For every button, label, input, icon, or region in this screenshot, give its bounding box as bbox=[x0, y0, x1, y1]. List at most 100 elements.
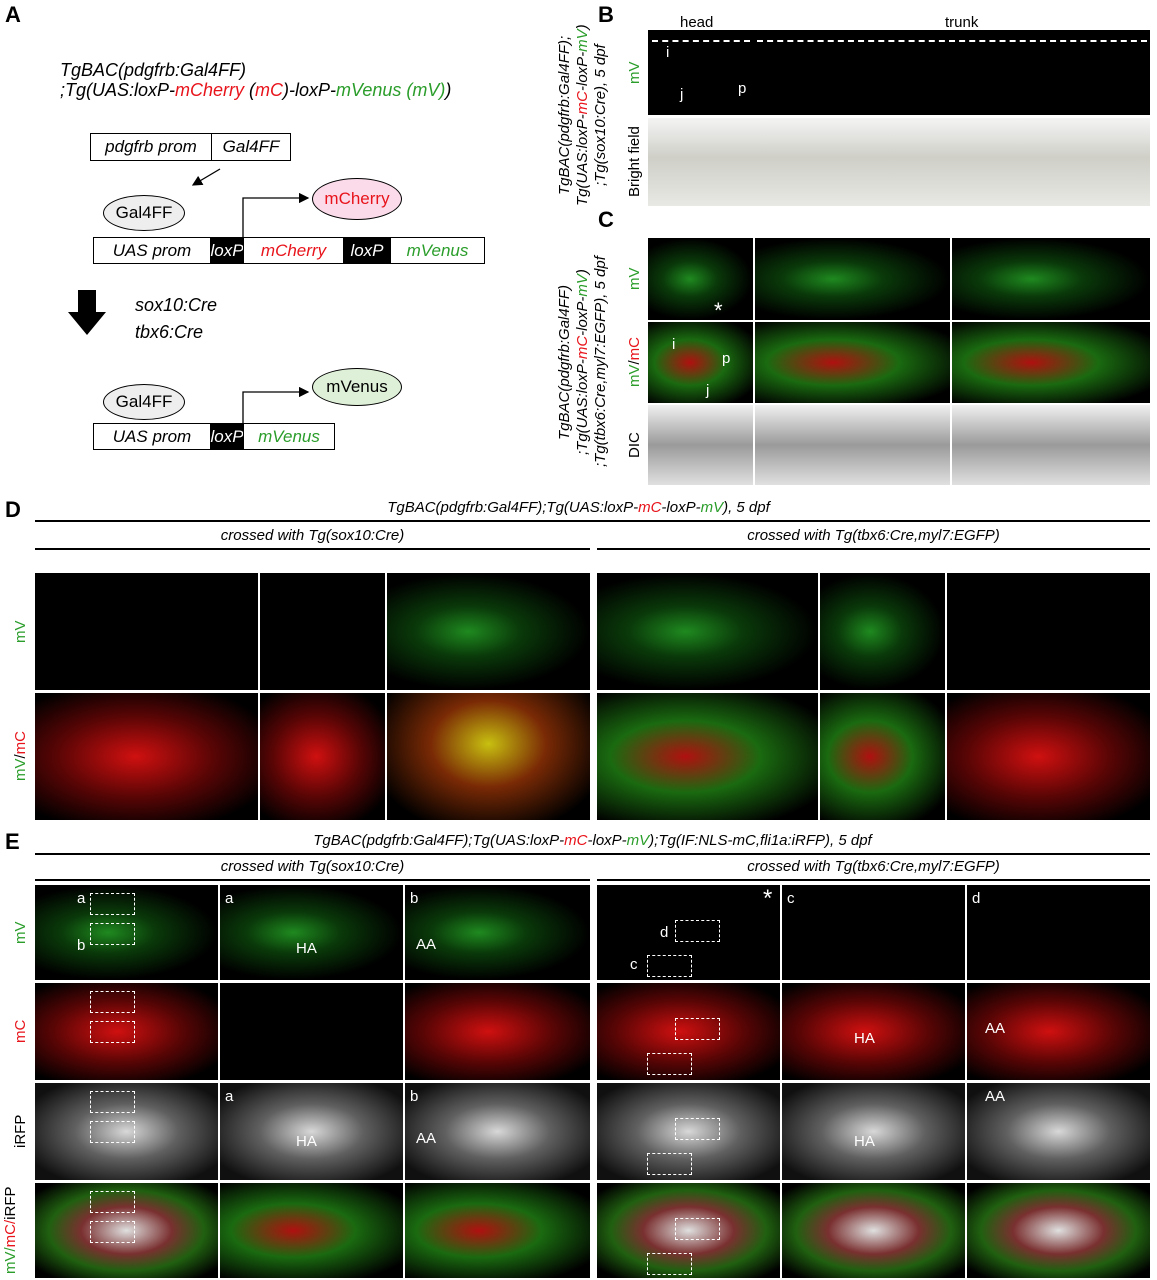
text-segment: -loxP- bbox=[574, 296, 591, 336]
row-label: mV/mC/iRFP bbox=[2, 1183, 36, 1278]
genotype-line: ;Tg(UAS:loxP-mCherry (mC)-loxP-mVenus (m… bbox=[60, 80, 451, 101]
micrograph bbox=[648, 30, 1150, 115]
image-label: AA bbox=[416, 936, 437, 953]
image-label: i bbox=[666, 44, 670, 61]
region-label: head bbox=[680, 14, 714, 31]
genotype-line: Tg(UAS:loxP-mC-loxP-mV) bbox=[574, 20, 591, 210]
row-label: DIC bbox=[626, 405, 643, 485]
text-segment: ;Tg(sox10:Cre), 5 dpf bbox=[592, 44, 609, 186]
row-label: mV bbox=[12, 573, 29, 690]
arrows bbox=[68, 168, 310, 423]
cre-line: tbx6:Cre bbox=[135, 322, 204, 342]
image-label: HA bbox=[296, 940, 317, 957]
text-segment: iRFP bbox=[2, 1186, 19, 1221]
text-segment: mV/ bbox=[2, 1247, 19, 1275]
cre-line: sox10:Cre bbox=[135, 295, 218, 315]
micrograph bbox=[405, 983, 590, 1080]
gal4ff-protein: Gal4FF bbox=[103, 384, 185, 420]
genotype-line: ;Tg(sox10:Cre), 5 dpf bbox=[592, 20, 609, 210]
micrograph bbox=[782, 885, 965, 980]
gene-box: mVenus bbox=[243, 423, 335, 450]
row-label: mV bbox=[626, 238, 643, 320]
micrograph bbox=[648, 405, 753, 485]
group-label: crossed with Tg(sox10:Cre) bbox=[220, 858, 405, 875]
image-label: HA bbox=[854, 1030, 875, 1047]
text-segment: mV bbox=[574, 29, 591, 52]
inset-box bbox=[90, 1221, 135, 1243]
micrograph bbox=[35, 885, 218, 980]
text-segment: mC bbox=[574, 90, 591, 115]
text-segment: );Tg(IF:NLS-mC,fli1a:iRFP), 5 dpf bbox=[649, 832, 872, 849]
micrograph bbox=[782, 983, 965, 1080]
text-segment: ;Tg(tbx6:Cre,myl7:EGFP), 5 dpf bbox=[592, 256, 609, 468]
panel-label: A bbox=[5, 2, 21, 27]
micrograph bbox=[952, 322, 1150, 403]
loxp-box: loxP bbox=[210, 237, 244, 264]
text-segment: mV bbox=[12, 921, 29, 944]
image-label: p bbox=[722, 350, 731, 367]
divider bbox=[35, 520, 1150, 522]
inset-box bbox=[647, 1153, 692, 1175]
image-label: AA bbox=[985, 1020, 1006, 1037]
image-label: a bbox=[225, 1088, 234, 1105]
micrograph bbox=[35, 1083, 218, 1180]
image-label: * bbox=[763, 885, 773, 912]
micrograph bbox=[220, 885, 403, 980]
text-segment: TgBAC(pdgfrb:Gal4FF) bbox=[556, 284, 573, 440]
text-segment: TgBAC(pdgfrb:Gal4FF); bbox=[556, 35, 573, 195]
mvenus-protein: mVenus bbox=[312, 368, 402, 406]
genotype-line: ;Tg(UAS:loxP-mC-loxP-mV) bbox=[574, 238, 591, 486]
text-segment: mVenus (mV) bbox=[336, 80, 446, 100]
text-segment: TgBAC(pdgfrb:Gal4FF);Tg(UAS:loxP- bbox=[387, 499, 639, 516]
panel-title: TgBAC(pdgfrb:Gal4FF);Tg(UAS:loxP-mC-loxP… bbox=[35, 832, 1150, 849]
loxp-box: loxP bbox=[210, 423, 244, 450]
promoter-box: UAS prom bbox=[93, 423, 211, 450]
divider bbox=[35, 548, 590, 550]
text-segment: mC/ bbox=[2, 1220, 19, 1248]
row-label: mV/mC bbox=[12, 693, 29, 820]
micrograph bbox=[35, 1183, 218, 1278]
text-segment: TgBAC(pdgfrb:Gal4FF) bbox=[60, 60, 247, 80]
image-label: a bbox=[225, 890, 234, 907]
panel-title: TgBAC(pdgfrb:Gal4FF);Tg(UAS:loxP-mC-loxP… bbox=[0, 499, 1157, 516]
image-label: c bbox=[787, 890, 795, 907]
text-segment: mC bbox=[12, 731, 29, 755]
gene-box: mCherry bbox=[243, 237, 344, 264]
group-label: crossed with Tg(sox10:Cre) bbox=[220, 527, 405, 544]
group-label: crossed with Tg(tbx6:Cre,myl7:EGFP) bbox=[747, 858, 1000, 875]
micrograph bbox=[820, 693, 945, 820]
inset-box bbox=[90, 923, 135, 945]
image-label: d bbox=[660, 924, 669, 941]
text-segment: mV bbox=[12, 759, 29, 782]
image-label: j bbox=[680, 86, 684, 103]
group-label: crossed with Tg(tbx6:Cre,myl7:EGFP) bbox=[747, 527, 1000, 544]
text-segment: mC bbox=[638, 499, 662, 516]
genotype-line: ;Tg(tbx6:Cre,myl7:EGFP), 5 dpf bbox=[592, 238, 609, 486]
text-segment: Tg(UAS:loxP- bbox=[574, 114, 591, 206]
text-segment: ) bbox=[574, 24, 591, 30]
micrograph bbox=[952, 238, 1150, 320]
row-label: mV bbox=[12, 885, 29, 980]
micrograph bbox=[35, 983, 218, 1080]
image-label: b bbox=[410, 1088, 419, 1105]
micrograph bbox=[967, 1083, 1150, 1180]
text-segment: DIC bbox=[626, 432, 643, 458]
row-label: mC bbox=[12, 983, 29, 1080]
region-label: trunk bbox=[945, 14, 979, 31]
text-segment: mV bbox=[626, 832, 650, 849]
inset-box bbox=[90, 991, 135, 1013]
text-segment: / bbox=[12, 754, 29, 759]
micrograph bbox=[597, 983, 780, 1080]
text-segment: mV bbox=[12, 620, 29, 643]
image-label: j bbox=[706, 382, 710, 399]
text-segment: mV bbox=[626, 365, 643, 388]
text-segment: / bbox=[626, 360, 643, 365]
inset-box bbox=[647, 1253, 692, 1275]
micrograph bbox=[967, 1183, 1150, 1278]
micrograph bbox=[648, 322, 753, 403]
text-segment: )-loxP- bbox=[283, 80, 337, 100]
text-segment: ) bbox=[445, 80, 452, 100]
micrograph bbox=[820, 573, 945, 690]
inset-box bbox=[90, 1021, 135, 1043]
micrograph bbox=[220, 1183, 403, 1278]
